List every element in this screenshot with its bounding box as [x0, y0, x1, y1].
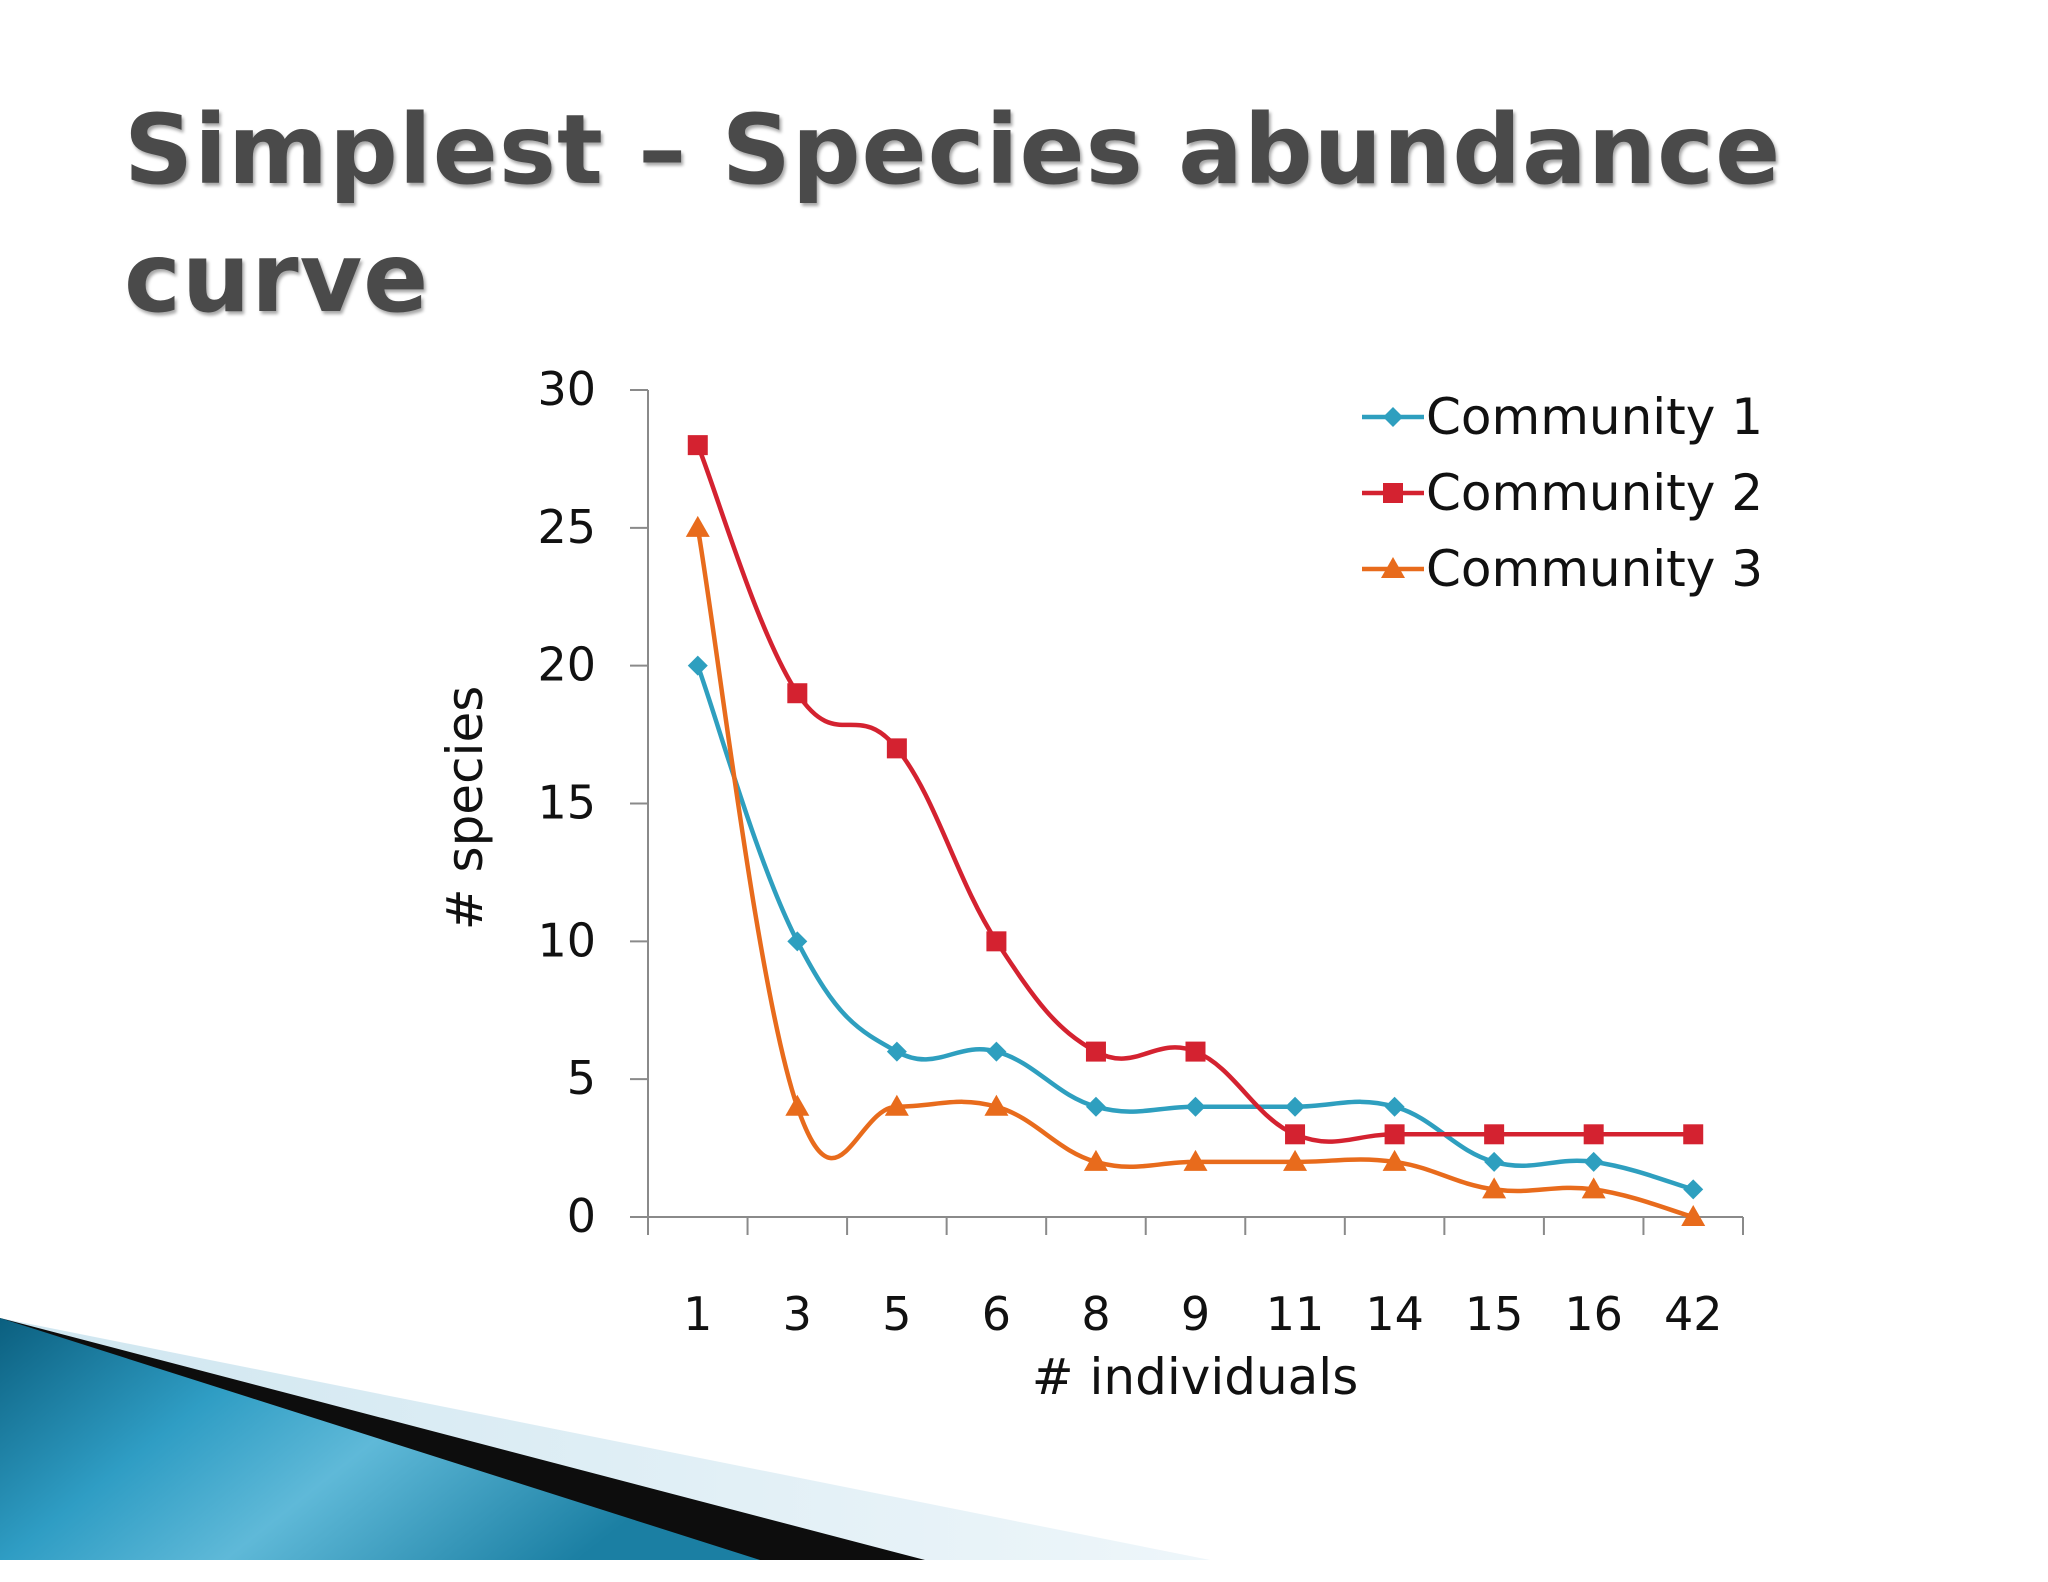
legend-label: Community 2: [1426, 464, 1763, 522]
legend-entry-3: Community 3: [1362, 540, 1763, 598]
series-2-point: [787, 683, 808, 704]
series-3-point: [1681, 1205, 1706, 1226]
legend-entry-1: Community 1: [1362, 388, 1763, 446]
series-3-point: [1283, 1149, 1308, 1171]
series-1-point: [1683, 1179, 1704, 1200]
series-2-point: [687, 435, 708, 456]
legend-label: Community 1: [1426, 388, 1763, 446]
series-3-point: [1581, 1177, 1606, 1199]
series-1-point: [886, 1041, 907, 1062]
decorative-corner-shape: [0, 1318, 1210, 1560]
x-tick-label: 8: [1081, 1287, 1110, 1341]
series-3-point: [984, 1094, 1009, 1116]
series-2-point: [986, 931, 1007, 952]
y-tick-label: 0: [567, 1189, 596, 1243]
x-tick-label: 15: [1465, 1287, 1524, 1341]
series-2-point: [1185, 1041, 1206, 1062]
series-3-point: [884, 1094, 909, 1116]
series-1: [687, 655, 1704, 1200]
y-tick-label: 25: [537, 500, 596, 554]
y-axis-title: # species: [436, 686, 494, 931]
x-tick-label: 9: [1181, 1287, 1210, 1341]
series-1-point: [687, 655, 708, 676]
series-2-point: [1484, 1124, 1505, 1145]
series-1-point: [787, 931, 808, 952]
series-2-point: [1085, 1041, 1106, 1062]
legend-label: Community 3: [1426, 540, 1763, 598]
x-tick-label: 42: [1664, 1287, 1723, 1341]
y-tick-label: 30: [537, 362, 596, 416]
series-2-point: [1583, 1124, 1604, 1145]
legend-marker: [1383, 407, 1403, 427]
series-1-point: [1384, 1096, 1405, 1117]
slide-title: Simplest – Species abundance curve: [124, 94, 1782, 334]
series-1-point: [986, 1041, 1007, 1062]
series-3-point: [1382, 1149, 1407, 1171]
series-3-point: [685, 515, 710, 537]
x-tick-label: 14: [1365, 1287, 1424, 1341]
series-3-point: [1183, 1149, 1208, 1171]
legend-marker: [1383, 483, 1403, 503]
x-tick-label: 11: [1266, 1287, 1325, 1341]
series-1-point: [1285, 1096, 1306, 1117]
series-2-point: [1384, 1124, 1405, 1145]
series-1-point: [1085, 1096, 1106, 1117]
legend-entry-2: Community 2: [1362, 464, 1763, 522]
series-3: [685, 515, 1706, 1226]
series-2-point: [1285, 1124, 1306, 1145]
series-2: [687, 435, 1704, 1145]
x-tick-label: 6: [982, 1287, 1011, 1341]
series-1-point: [1484, 1151, 1505, 1172]
x-tick-label: 3: [783, 1287, 812, 1341]
x-tick-label: 16: [1564, 1287, 1623, 1341]
y-tick-label: 5: [567, 1051, 596, 1105]
series-2-point: [1683, 1124, 1704, 1145]
series-2-point: [886, 738, 907, 759]
x-tick-label: 1: [683, 1287, 712, 1341]
series-1-point: [1583, 1151, 1604, 1172]
legend-marker: [1381, 557, 1405, 578]
series-1-line: [695, 664, 1694, 1192]
y-tick-label: 20: [537, 638, 596, 692]
series-3-point: [1083, 1149, 1108, 1171]
x-tick-label: 5: [882, 1287, 911, 1341]
series-3-point: [785, 1094, 810, 1116]
y-tick-label: 15: [537, 776, 596, 830]
y-tick-label: 10: [537, 913, 596, 967]
x-axis-title: # individuals: [1032, 1348, 1359, 1406]
series-1-point: [1185, 1096, 1206, 1117]
series-3-point: [1482, 1177, 1507, 1199]
